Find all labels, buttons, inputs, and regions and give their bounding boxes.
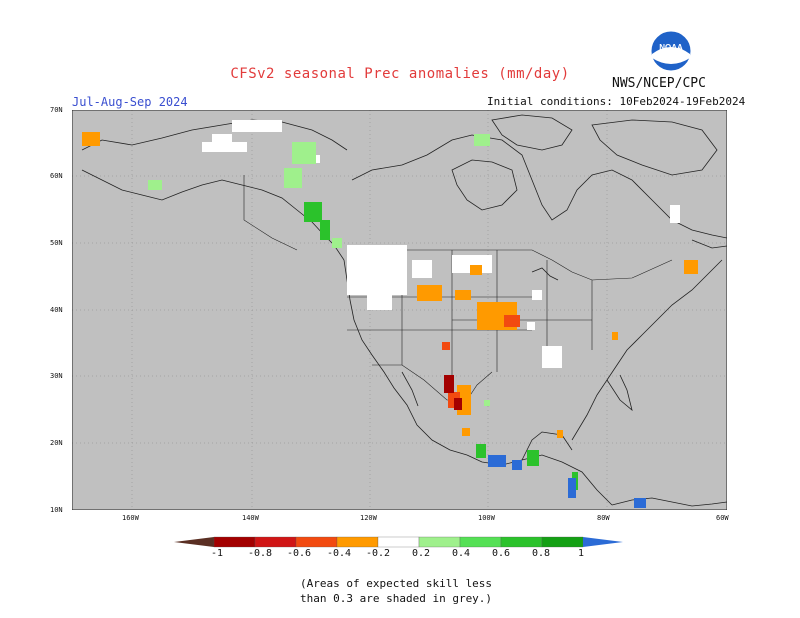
lat-label: 20N	[50, 439, 63, 447]
colorbar-label: 0.2	[412, 548, 431, 559]
colorbar-swatch	[541, 536, 584, 548]
colorbar-swatch	[377, 536, 420, 548]
colorbar-label: -0.8	[248, 548, 273, 559]
colorbar-label: 0.8	[532, 548, 551, 559]
colorbar-label: -1	[211, 548, 224, 559]
colorbar-swatch	[500, 536, 543, 548]
skill-note-line: than 0.3 are shaded in grey.)	[300, 592, 493, 605]
colorbar-label: 0.6	[492, 548, 511, 559]
colorbar-swatch	[418, 536, 461, 548]
lat-label: 40N	[50, 306, 63, 314]
colorbar-swatch	[459, 536, 502, 548]
colorbar-swatch	[336, 536, 379, 548]
lon-label: 60W	[716, 514, 729, 522]
lon-label: 140W	[242, 514, 259, 522]
logo-text: NOAA	[659, 43, 683, 52]
lon-label: 120W	[360, 514, 377, 522]
colorbar-label: -0.4	[327, 548, 352, 559]
map-background	[72, 110, 727, 510]
agency-label: NWS/NCEP/CPC	[612, 76, 706, 91]
lat-label: 10N	[50, 506, 63, 514]
positive-light-cells	[148, 134, 490, 406]
skill-note-line: (Areas of expected skill less	[300, 577, 493, 590]
colorbar	[174, 536, 623, 548]
colorbar-swatch	[213, 536, 256, 548]
colorbar-swatches	[174, 536, 623, 548]
initial-conditions-label: Initial conditions: 10Feb2024-19Feb2024	[487, 95, 746, 108]
lat-label: 60N	[50, 172, 63, 180]
lat-label: 70N	[50, 106, 63, 114]
colorbar-swatch	[295, 536, 338, 548]
colorbar-swatch	[254, 536, 297, 548]
colorbar-label: -0.6	[287, 548, 312, 559]
season-label: Jul-Aug-Sep 2024	[72, 95, 188, 109]
lat-label: 30N	[50, 372, 63, 380]
boundaries	[243, 175, 673, 401]
colorbar-label: 1	[578, 548, 585, 559]
positive-strong-cells	[488, 455, 646, 508]
colorbar-label: 0.4	[452, 548, 471, 559]
lon-label: 160W	[122, 514, 139, 522]
noaa-logo: NOAA	[650, 30, 692, 72]
skill-note: (Areas of expected skill less than 0.3 a…	[300, 576, 560, 606]
map-title: CFSv2 seasonal Prec anomalies (mm/day)	[230, 66, 570, 82]
colorbar-swatch	[174, 537, 214, 547]
lat-label: 50N	[50, 239, 63, 247]
colorbar-label: -0.2	[366, 548, 391, 559]
colorbar-swatch	[583, 537, 623, 547]
precip-anomaly-map	[72, 110, 727, 510]
lon-label: 80W	[597, 514, 610, 522]
lon-label: 100W	[478, 514, 495, 522]
negative-strong-cells	[444, 375, 462, 410]
